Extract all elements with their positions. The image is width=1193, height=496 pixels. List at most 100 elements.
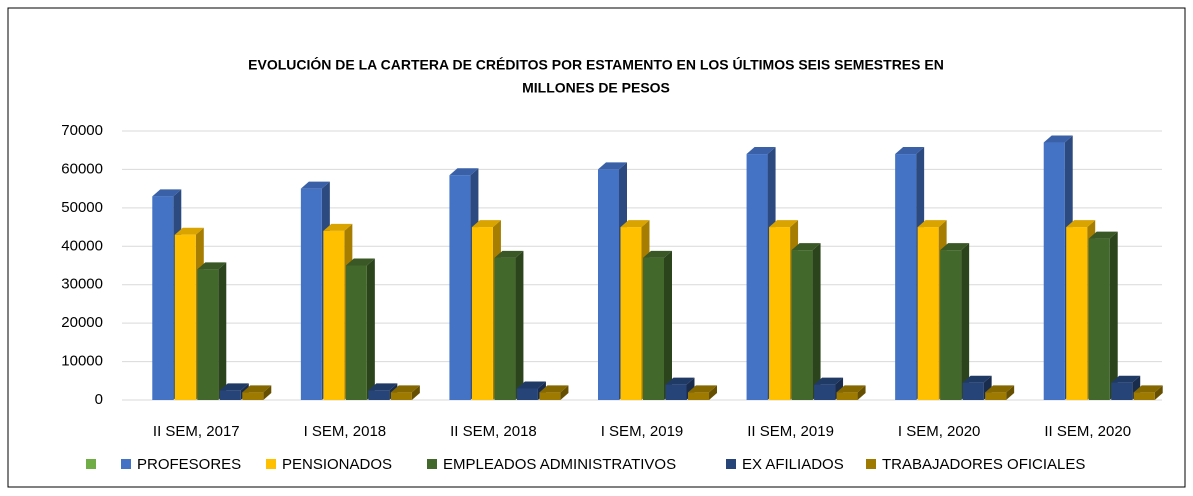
bar-face xyxy=(366,258,375,400)
y-tick-label: 50000 xyxy=(61,199,103,216)
bar-face xyxy=(985,385,1015,393)
x-tick-label: I SEM, 2018 xyxy=(304,423,387,440)
legend-swatch xyxy=(427,459,437,469)
bar xyxy=(197,262,227,400)
bar-face xyxy=(1066,227,1088,400)
bar xyxy=(345,258,375,400)
bar-face xyxy=(390,392,412,400)
bar-face xyxy=(746,147,776,155)
bar xyxy=(643,250,672,400)
bar-face xyxy=(1043,135,1073,143)
bar-face xyxy=(471,227,493,400)
bar-face xyxy=(791,250,813,400)
bar-face xyxy=(598,162,627,170)
bar-face xyxy=(471,220,501,228)
bar-face xyxy=(263,385,272,400)
bar-face xyxy=(197,262,227,270)
bar-face xyxy=(449,175,471,400)
bar-face xyxy=(620,220,650,228)
bar-face xyxy=(961,243,970,400)
bar xyxy=(688,385,717,400)
bar-face xyxy=(152,196,174,400)
bar-face xyxy=(769,227,791,400)
bar xyxy=(494,250,524,400)
bar-face xyxy=(688,392,709,400)
y-tick-label: 30000 xyxy=(61,276,103,293)
bar-face xyxy=(812,243,821,400)
bar-face xyxy=(985,392,1007,400)
bar-face xyxy=(836,385,866,393)
bar-face xyxy=(598,169,619,400)
bar-face xyxy=(300,188,322,400)
legend-swatch xyxy=(866,459,876,469)
bar-face xyxy=(197,269,219,400)
bar-face xyxy=(1088,231,1118,239)
y-tick-label: 0 xyxy=(95,391,103,408)
bar-face xyxy=(962,382,984,400)
bar xyxy=(242,385,272,400)
legend-label: EMPLEADOS ADMINISTRATIVOS xyxy=(443,456,676,473)
legend-swatch xyxy=(266,459,276,469)
bar-face xyxy=(665,377,695,385)
bar-face xyxy=(516,388,538,400)
bar-face xyxy=(620,227,642,400)
legend-swatch xyxy=(86,459,96,469)
bar-face xyxy=(895,154,917,400)
bar-face xyxy=(643,257,664,400)
bar-face xyxy=(664,250,672,400)
bar-face xyxy=(1111,382,1133,400)
x-tick-label: II SEM, 2018 xyxy=(450,423,537,440)
bar-face xyxy=(219,390,241,400)
x-tick-label: II SEM, 2020 xyxy=(1044,423,1131,440)
bar xyxy=(791,243,821,400)
bar-face xyxy=(940,243,970,251)
bar-face xyxy=(643,250,672,258)
bar-face xyxy=(174,227,204,235)
legend-swatch xyxy=(121,459,131,469)
bar-face xyxy=(368,390,390,400)
bar-face xyxy=(836,392,858,400)
chart-title: EVOLUCIÓN DE LA CARTERA DE CRÉDITOS POR … xyxy=(248,56,944,73)
bar-face xyxy=(539,392,561,400)
y-tick-label: 40000 xyxy=(61,237,103,254)
legend-swatch xyxy=(726,459,736,469)
bar-face xyxy=(895,147,925,155)
legend-label: EX AFILIADOS xyxy=(742,456,844,473)
legend-label: TRABAJADORES OFICIALES xyxy=(882,456,1085,473)
bar-face xyxy=(242,392,264,400)
bar-face xyxy=(345,258,375,266)
bar-face xyxy=(152,189,182,197)
bar-face xyxy=(962,375,992,383)
bar-face xyxy=(857,385,866,400)
bar-face xyxy=(516,381,546,389)
bar-face xyxy=(917,227,939,400)
bar-face xyxy=(814,384,836,400)
bar-face xyxy=(1088,238,1110,400)
y-tick-label: 70000 xyxy=(61,122,103,139)
bar xyxy=(539,385,569,400)
bar-face xyxy=(814,377,844,385)
bar-face xyxy=(494,257,516,400)
bar-face xyxy=(709,385,717,400)
bar-face xyxy=(218,262,227,400)
x-tick-label: I SEM, 2019 xyxy=(601,423,684,440)
x-tick-label: I SEM, 2020 xyxy=(898,423,981,440)
bar-face xyxy=(560,385,569,400)
bar-face xyxy=(1006,385,1015,400)
bar-face xyxy=(174,234,196,400)
bar-face xyxy=(688,385,717,393)
bar-face xyxy=(1111,375,1141,383)
y-tick-label: 10000 xyxy=(61,353,103,370)
bar xyxy=(940,243,970,400)
bar-face xyxy=(411,385,420,400)
bar xyxy=(1133,385,1163,400)
bar-face xyxy=(242,385,272,393)
bar-face xyxy=(494,250,524,258)
bar xyxy=(985,385,1015,400)
bar xyxy=(836,385,866,400)
legend-label: PROFESORES xyxy=(137,456,241,473)
legend-label: PENSIONADOS xyxy=(282,456,392,473)
bar xyxy=(390,385,420,400)
